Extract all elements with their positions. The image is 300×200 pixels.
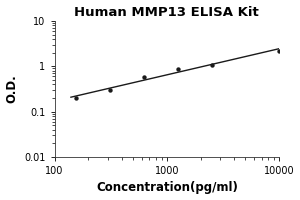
Point <box>142 75 146 79</box>
X-axis label: Concentration(pg/ml): Concentration(pg/ml) <box>96 181 238 194</box>
Point <box>277 49 281 52</box>
Point <box>74 96 79 100</box>
Point <box>108 88 112 92</box>
Y-axis label: O.D.: O.D. <box>6 75 19 103</box>
Point <box>175 67 180 70</box>
Title: Human MMP13 ELISA Kit: Human MMP13 ELISA Kit <box>74 6 259 19</box>
Point <box>209 63 214 66</box>
